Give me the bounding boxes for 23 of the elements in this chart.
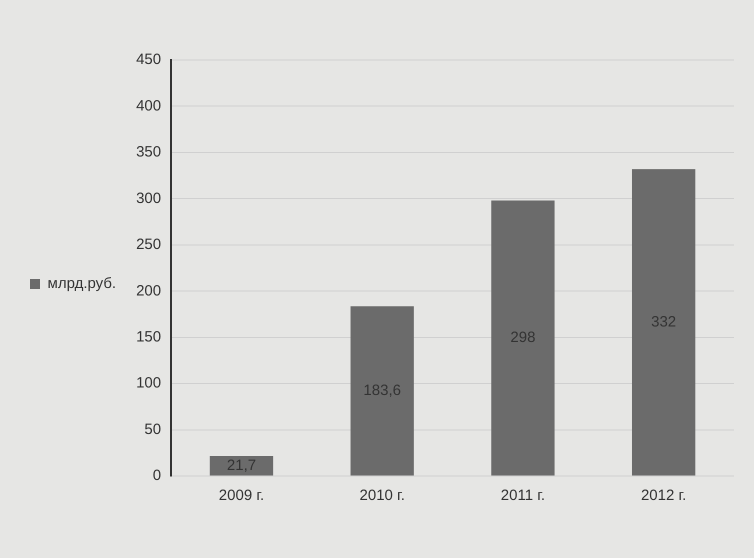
bar xyxy=(491,200,555,476)
y-tick-label: 350 xyxy=(136,144,162,161)
bar xyxy=(350,306,414,476)
y-tick-label: 250 xyxy=(136,236,162,254)
y-tick-label: 300 xyxy=(136,190,162,207)
x-tick-label: 2012 г. xyxy=(640,487,686,504)
x-tick-label: 2009 г. xyxy=(218,487,264,504)
y-tick-label: 450 xyxy=(136,51,162,68)
data-label: 298 xyxy=(510,329,536,346)
x-tick-label: 2011 г. xyxy=(500,487,546,504)
y-tick-label: 200 xyxy=(136,282,162,300)
data-label: 183,6 xyxy=(363,382,401,400)
y-tick-label: 0 xyxy=(152,467,162,484)
y-tick-label: 100 xyxy=(136,374,162,392)
y-tick-label: 400 xyxy=(136,97,162,114)
bar xyxy=(632,169,696,476)
data-label: 21,7 xyxy=(226,456,256,474)
y-tick-label: 50 xyxy=(144,420,162,438)
x-tick-label: 2010 г. xyxy=(360,487,405,504)
data-label: 332 xyxy=(651,313,676,330)
y-tick-label: 150 xyxy=(136,328,162,346)
bar xyxy=(210,456,274,476)
legend-label: млрд.руб. xyxy=(48,275,116,292)
